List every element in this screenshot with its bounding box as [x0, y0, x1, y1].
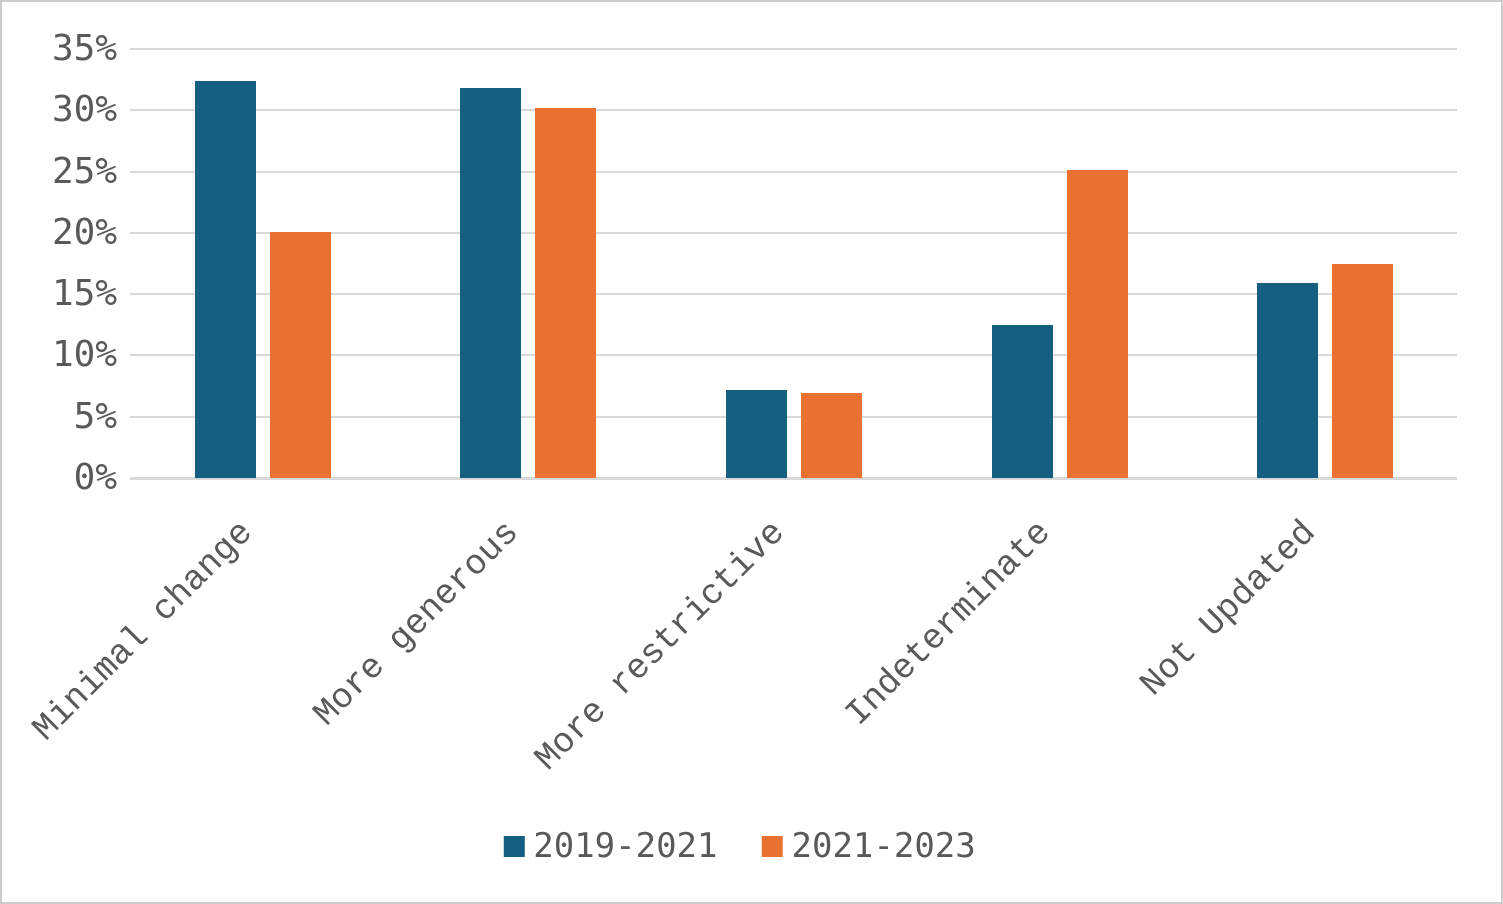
bar-2021-2023-more-generous [535, 107, 597, 478]
x-axis-label-more-generous: More generous [306, 513, 528, 735]
gridline [130, 293, 1457, 296]
bar-2019-2021-minimal-change [194, 80, 256, 478]
gridline [130, 109, 1457, 112]
legend-swatch-orange-icon [761, 835, 783, 857]
legend-item-2019-2021: 2019-2021 [503, 826, 718, 866]
bar-2019-2021-not-updated [1257, 283, 1319, 478]
y-tick-label: 20% [51, 211, 117, 253]
gridline [130, 231, 1457, 234]
gridline [130, 354, 1457, 357]
y-tick-label: 25% [51, 150, 117, 192]
legend-swatch-blue-icon [503, 835, 525, 857]
y-tick-label: 30% [51, 89, 117, 131]
legend-label: 2019-2021 [533, 826, 718, 866]
bar-2021-2023-minimal-change [269, 231, 331, 478]
y-tick-label: 0% [73, 457, 117, 498]
bar-2019-2021-more-generous [460, 88, 522, 478]
bar-2021-2023-indeterminate [1066, 170, 1128, 478]
gridline [130, 415, 1457, 418]
legend-item-2021-2023: 2021-2023 [761, 826, 976, 866]
legend: 2019-2021 2021-2023 [503, 826, 976, 866]
y-tick-label: 15% [51, 273, 117, 315]
x-axis-line [130, 477, 1457, 480]
y-tick-label: 5% [73, 395, 117, 437]
gridline [130, 170, 1457, 173]
bar-2021-2023-not-updated [1332, 263, 1394, 478]
x-axis-label-indeterminate: Indeterminate [837, 513, 1059, 735]
y-tick-label: 35% [51, 28, 117, 69]
x-axis-label-minimal-change: Minimal change [25, 513, 262, 750]
gridline [130, 48, 1457, 50]
bar-2019-2021-more-restrictive [725, 389, 787, 478]
y-tick-label: 10% [51, 334, 117, 376]
bar-2021-2023-more-restrictive [800, 393, 862, 478]
x-axis-label-not-updated: Not Updated [1132, 513, 1325, 705]
bar-2019-2021-indeterminate [991, 324, 1053, 478]
legend-label: 2021-2023 [791, 826, 976, 866]
x-axis-label-more-restrictive: More restrictive [527, 513, 794, 779]
